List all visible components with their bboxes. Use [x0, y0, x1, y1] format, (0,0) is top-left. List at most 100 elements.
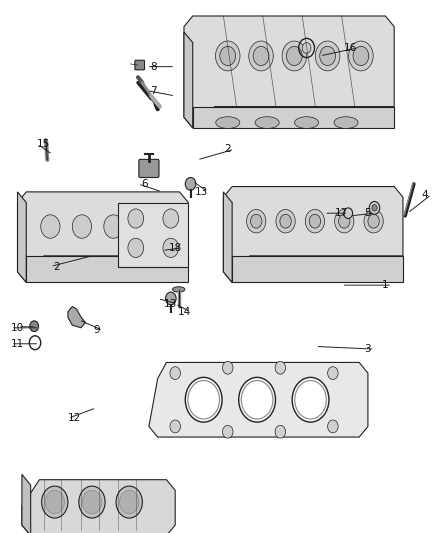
Circle shape: [41, 215, 60, 238]
Text: 9: 9: [93, 326, 100, 335]
Circle shape: [364, 209, 383, 233]
Circle shape: [79, 486, 105, 518]
Polygon shape: [232, 256, 403, 282]
Polygon shape: [68, 306, 85, 328]
Circle shape: [275, 425, 286, 438]
Ellipse shape: [173, 287, 185, 292]
Circle shape: [282, 41, 307, 71]
Circle shape: [309, 214, 321, 228]
Circle shape: [82, 490, 102, 514]
Circle shape: [135, 215, 155, 238]
Text: 1: 1: [382, 280, 389, 290]
Text: 15: 15: [37, 139, 50, 149]
Circle shape: [276, 209, 295, 233]
Circle shape: [320, 46, 336, 66]
Circle shape: [353, 46, 369, 66]
Circle shape: [163, 209, 179, 228]
Circle shape: [328, 420, 338, 433]
Circle shape: [305, 209, 325, 233]
Circle shape: [223, 361, 233, 374]
Ellipse shape: [315, 264, 337, 274]
Circle shape: [120, 490, 139, 514]
Circle shape: [223, 425, 233, 438]
Text: 18: 18: [169, 243, 182, 253]
Text: 11: 11: [11, 339, 24, 349]
Text: 13: 13: [195, 187, 208, 197]
Circle shape: [369, 201, 380, 214]
Ellipse shape: [106, 266, 126, 276]
Ellipse shape: [280, 264, 302, 274]
Text: 12: 12: [68, 414, 81, 423]
Circle shape: [163, 238, 179, 257]
Circle shape: [344, 208, 353, 219]
Text: 16: 16: [344, 43, 357, 53]
Circle shape: [253, 46, 269, 66]
Polygon shape: [22, 474, 31, 533]
Polygon shape: [118, 203, 188, 266]
Ellipse shape: [294, 117, 318, 128]
Circle shape: [335, 209, 354, 233]
FancyBboxPatch shape: [139, 159, 159, 177]
Circle shape: [128, 238, 144, 257]
Text: 7: 7: [150, 86, 157, 95]
Circle shape: [116, 486, 142, 518]
Ellipse shape: [139, 266, 159, 276]
Ellipse shape: [350, 264, 372, 274]
Circle shape: [251, 214, 262, 228]
Text: 2: 2: [224, 144, 231, 154]
Text: 17: 17: [335, 208, 348, 218]
Circle shape: [368, 214, 379, 228]
Circle shape: [295, 381, 326, 419]
Circle shape: [170, 367, 180, 379]
Polygon shape: [26, 256, 188, 282]
Polygon shape: [18, 192, 188, 282]
Circle shape: [45, 490, 64, 514]
Polygon shape: [18, 192, 26, 282]
Text: 13: 13: [164, 299, 177, 309]
Circle shape: [166, 292, 176, 305]
Circle shape: [249, 41, 273, 71]
Circle shape: [188, 381, 219, 419]
FancyBboxPatch shape: [135, 60, 145, 70]
Circle shape: [247, 209, 266, 233]
Text: 6: 6: [141, 179, 148, 189]
Circle shape: [42, 486, 68, 518]
Text: 10: 10: [11, 323, 24, 333]
Circle shape: [280, 214, 291, 228]
Text: 8: 8: [150, 62, 157, 71]
Text: 5: 5: [364, 208, 371, 218]
Circle shape: [315, 41, 340, 71]
Circle shape: [286, 46, 302, 66]
Circle shape: [328, 367, 338, 379]
Polygon shape: [22, 480, 175, 533]
Ellipse shape: [255, 117, 279, 128]
Circle shape: [275, 361, 286, 374]
Circle shape: [72, 215, 92, 238]
Circle shape: [185, 377, 222, 422]
Circle shape: [349, 41, 373, 71]
Ellipse shape: [40, 266, 60, 276]
Circle shape: [170, 420, 180, 433]
Ellipse shape: [73, 266, 93, 276]
Circle shape: [302, 43, 311, 53]
Polygon shape: [184, 32, 193, 128]
Circle shape: [128, 209, 144, 228]
Circle shape: [104, 215, 123, 238]
Polygon shape: [184, 16, 394, 128]
Circle shape: [292, 377, 329, 422]
Polygon shape: [223, 187, 403, 282]
Polygon shape: [149, 362, 368, 437]
Ellipse shape: [334, 117, 358, 128]
Text: 4: 4: [421, 190, 428, 199]
Ellipse shape: [245, 264, 267, 274]
Circle shape: [239, 377, 276, 422]
Text: 3: 3: [364, 344, 371, 354]
Circle shape: [185, 177, 196, 190]
Ellipse shape: [216, 117, 240, 128]
Circle shape: [220, 46, 236, 66]
Circle shape: [372, 205, 377, 211]
Text: 2: 2: [53, 262, 60, 271]
Circle shape: [215, 41, 240, 71]
Text: 14: 14: [177, 307, 191, 317]
Polygon shape: [193, 107, 394, 128]
